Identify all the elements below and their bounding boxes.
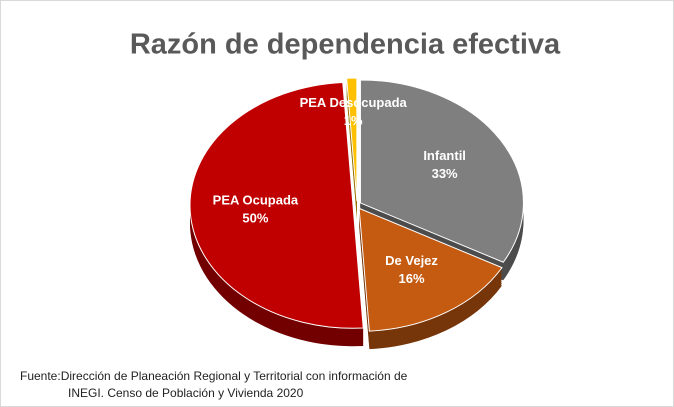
data-label-name: PEA Ocupada: [213, 192, 299, 207]
data-label-value: 1%: [344, 113, 363, 128]
slice: [358, 207, 503, 332]
data-label-name: PEA Desocupada: [300, 95, 408, 110]
data-label-value: 16%: [399, 271, 425, 286]
data-label-value: 33%: [432, 166, 458, 181]
chart-title: Razón de dependencia efectiva: [130, 29, 561, 61]
data-label-value: 50%: [242, 210, 268, 225]
slice: [359, 79, 524, 263]
data-label-name: Infantil: [423, 148, 466, 163]
source-note: INEGI. Censo de Población y Vivienda 202…: [68, 386, 304, 400]
data-label-name: De Vejez: [385, 253, 438, 268]
source-note: Fuente:Dirección de Planeación Regional …: [20, 369, 408, 383]
slice: [189, 81, 364, 329]
slice: [346, 77, 358, 202]
